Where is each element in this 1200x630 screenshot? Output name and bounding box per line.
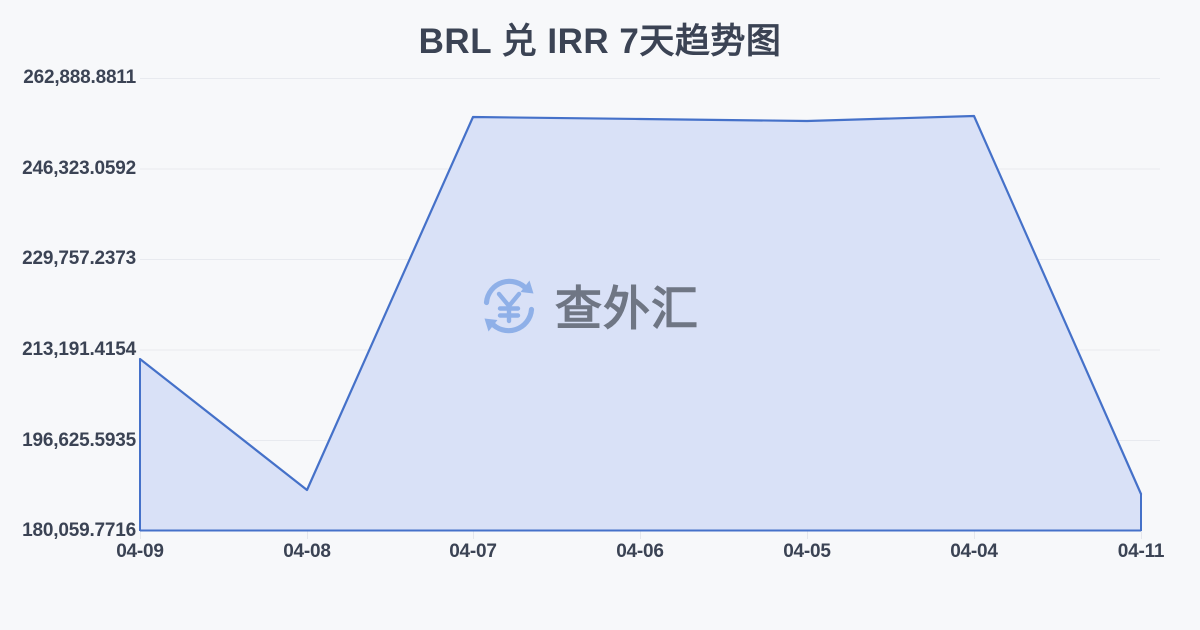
series-line — [138, 114, 1143, 496]
y-axis-label-1: 196,625.5935 — [22, 430, 136, 451]
x-axis-label-5: 04-04 — [950, 541, 998, 562]
x-axis-label-4: 04-05 — [783, 541, 831, 562]
x-axis-label-6: 04-11 — [1117, 541, 1165, 562]
x-tick-marks — [140, 531, 1142, 539]
x-axis-label-0: 04-09 — [116, 541, 164, 562]
chart-plot-area — [138, 78, 1160, 539]
y-axis-label-5: 262,888.8811 — [23, 67, 136, 88]
series-area-fill — [140, 116, 1141, 531]
x-axis-label-2: 04-07 — [449, 541, 497, 562]
y-axis-label-0: 180,059.7716 — [22, 520, 136, 541]
x-axis-label-3: 04-06 — [616, 541, 664, 562]
y-axis-label-3: 229,757.2373 — [22, 248, 136, 269]
page-title: BRL 兑 IRR 7天趋势图 — [418, 22, 782, 61]
y-axis-label-4: 246,323.0592 — [22, 158, 136, 179]
area-border — [139, 359, 1142, 532]
y-axis-label-2: 213,191.4154 — [22, 339, 136, 360]
chart-svg — [138, 78, 1160, 539]
x-axis-label-1: 04-08 — [283, 541, 331, 562]
